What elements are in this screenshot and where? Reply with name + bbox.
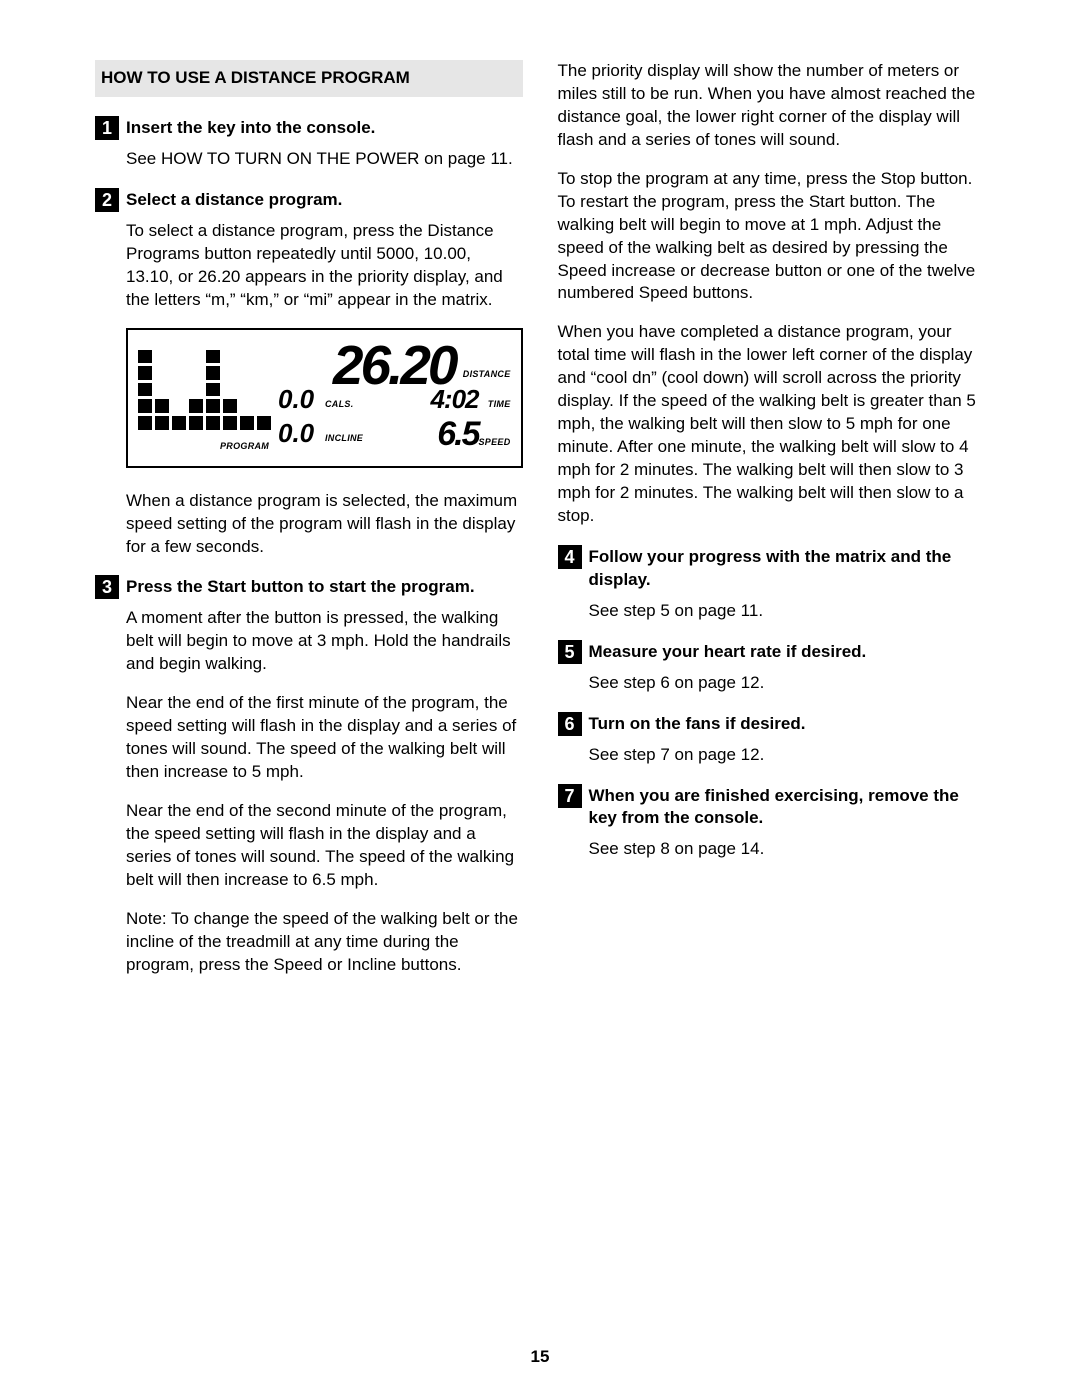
step-heading: 7 When you are finished exercising, remo… [558,783,986,831]
paragraph: See HOW TO TURN ON THE POWER on page 11. [126,148,523,171]
step-title: Press the Start button to start the prog… [126,574,475,599]
incline-label: INCLINE [325,432,363,444]
paragraph: See step 8 on page 14. [589,838,986,861]
program-matrix [138,350,271,430]
paragraph: When a distance program is selected, the… [126,490,523,559]
page-number: 15 [0,1346,1080,1369]
cals-label: CALS. [325,398,354,410]
speed-label: SPEED [478,436,510,448]
step-number-box: 3 [95,575,119,599]
step-title: When you are finished exercising, remove… [589,783,986,831]
step-body: See step 7 on page 12. [589,744,986,767]
speed-readout: 6.5 [437,412,478,458]
step-body: See step 5 on page 11. [589,600,986,623]
right-column: The priority display will show the numbe… [558,60,986,993]
step-title: Turn on the fans if desired. [589,711,806,736]
step-number-box: 5 [558,640,582,664]
paragraph: See step 5 on page 11. [589,600,986,623]
step-heading: 4 Follow your progress with the matrix a… [558,544,986,592]
step-number-box: 1 [95,116,119,140]
console-display-figure: 26.20 DISTANCE 0.0 CALS. 4:02 TIME 0.0 I… [126,328,523,468]
distance-label: DISTANCE [463,368,511,380]
step-number-box: 6 [558,712,582,736]
step-title: Measure your heart rate if desired. [589,639,867,664]
step-body: See HOW TO TURN ON THE POWER on page 11. [126,148,523,171]
step-heading: 2 Select a distance program. [95,187,523,212]
two-column-layout: HOW TO USE A DISTANCE PROGRAM 1 Insert t… [95,60,985,993]
step-body: See step 6 on page 12. [589,672,986,695]
step-heading: 6 Turn on the fans if desired. [558,711,986,736]
step-body: See step 8 on page 14. [589,838,986,861]
left-column: HOW TO USE A DISTANCE PROGRAM 1 Insert t… [95,60,523,993]
paragraph: To stop the program at any time, press t… [558,168,986,306]
paragraph: To select a distance program, press the … [126,220,523,312]
step-heading: 1 Insert the key into the console. [95,115,523,140]
step-heading: 3 Press the Start button to start the pr… [95,574,523,599]
step-title: Insert the key into the console. [126,115,375,140]
step-title: Follow your progress with the matrix and… [589,544,986,592]
step-title: Select a distance program. [126,187,342,212]
manual-page: HOW TO USE A DISTANCE PROGRAM 1 Insert t… [0,0,1080,1397]
paragraph: Near the end of the second minute of the… [126,800,523,892]
step-number-box: 7 [558,784,582,808]
paragraph: When you have completed a distance progr… [558,321,986,527]
paragraph: See step 7 on page 12. [589,744,986,767]
incline-readout: 0.0 [278,416,314,451]
cals-readout: 0.0 [278,382,314,417]
step-number-box: 2 [95,188,119,212]
program-label: PROGRAM [220,440,269,452]
paragraph: The priority display will show the numbe… [558,60,986,152]
step-heading: 5 Measure your heart rate if desired. [558,639,986,664]
time-label: TIME [488,398,511,410]
step-body: A moment after the button is pressed, th… [126,607,523,976]
paragraph: Note: To change the speed of the walking… [126,908,523,977]
step-number-box: 4 [558,545,582,569]
step-body: To select a distance program, press the … [126,220,523,559]
section-header: HOW TO USE A DISTANCE PROGRAM [95,60,523,97]
paragraph: Near the end of the first minute of the … [126,692,523,784]
paragraph: See step 6 on page 12. [589,672,986,695]
paragraph: A moment after the button is pressed, th… [126,607,523,676]
